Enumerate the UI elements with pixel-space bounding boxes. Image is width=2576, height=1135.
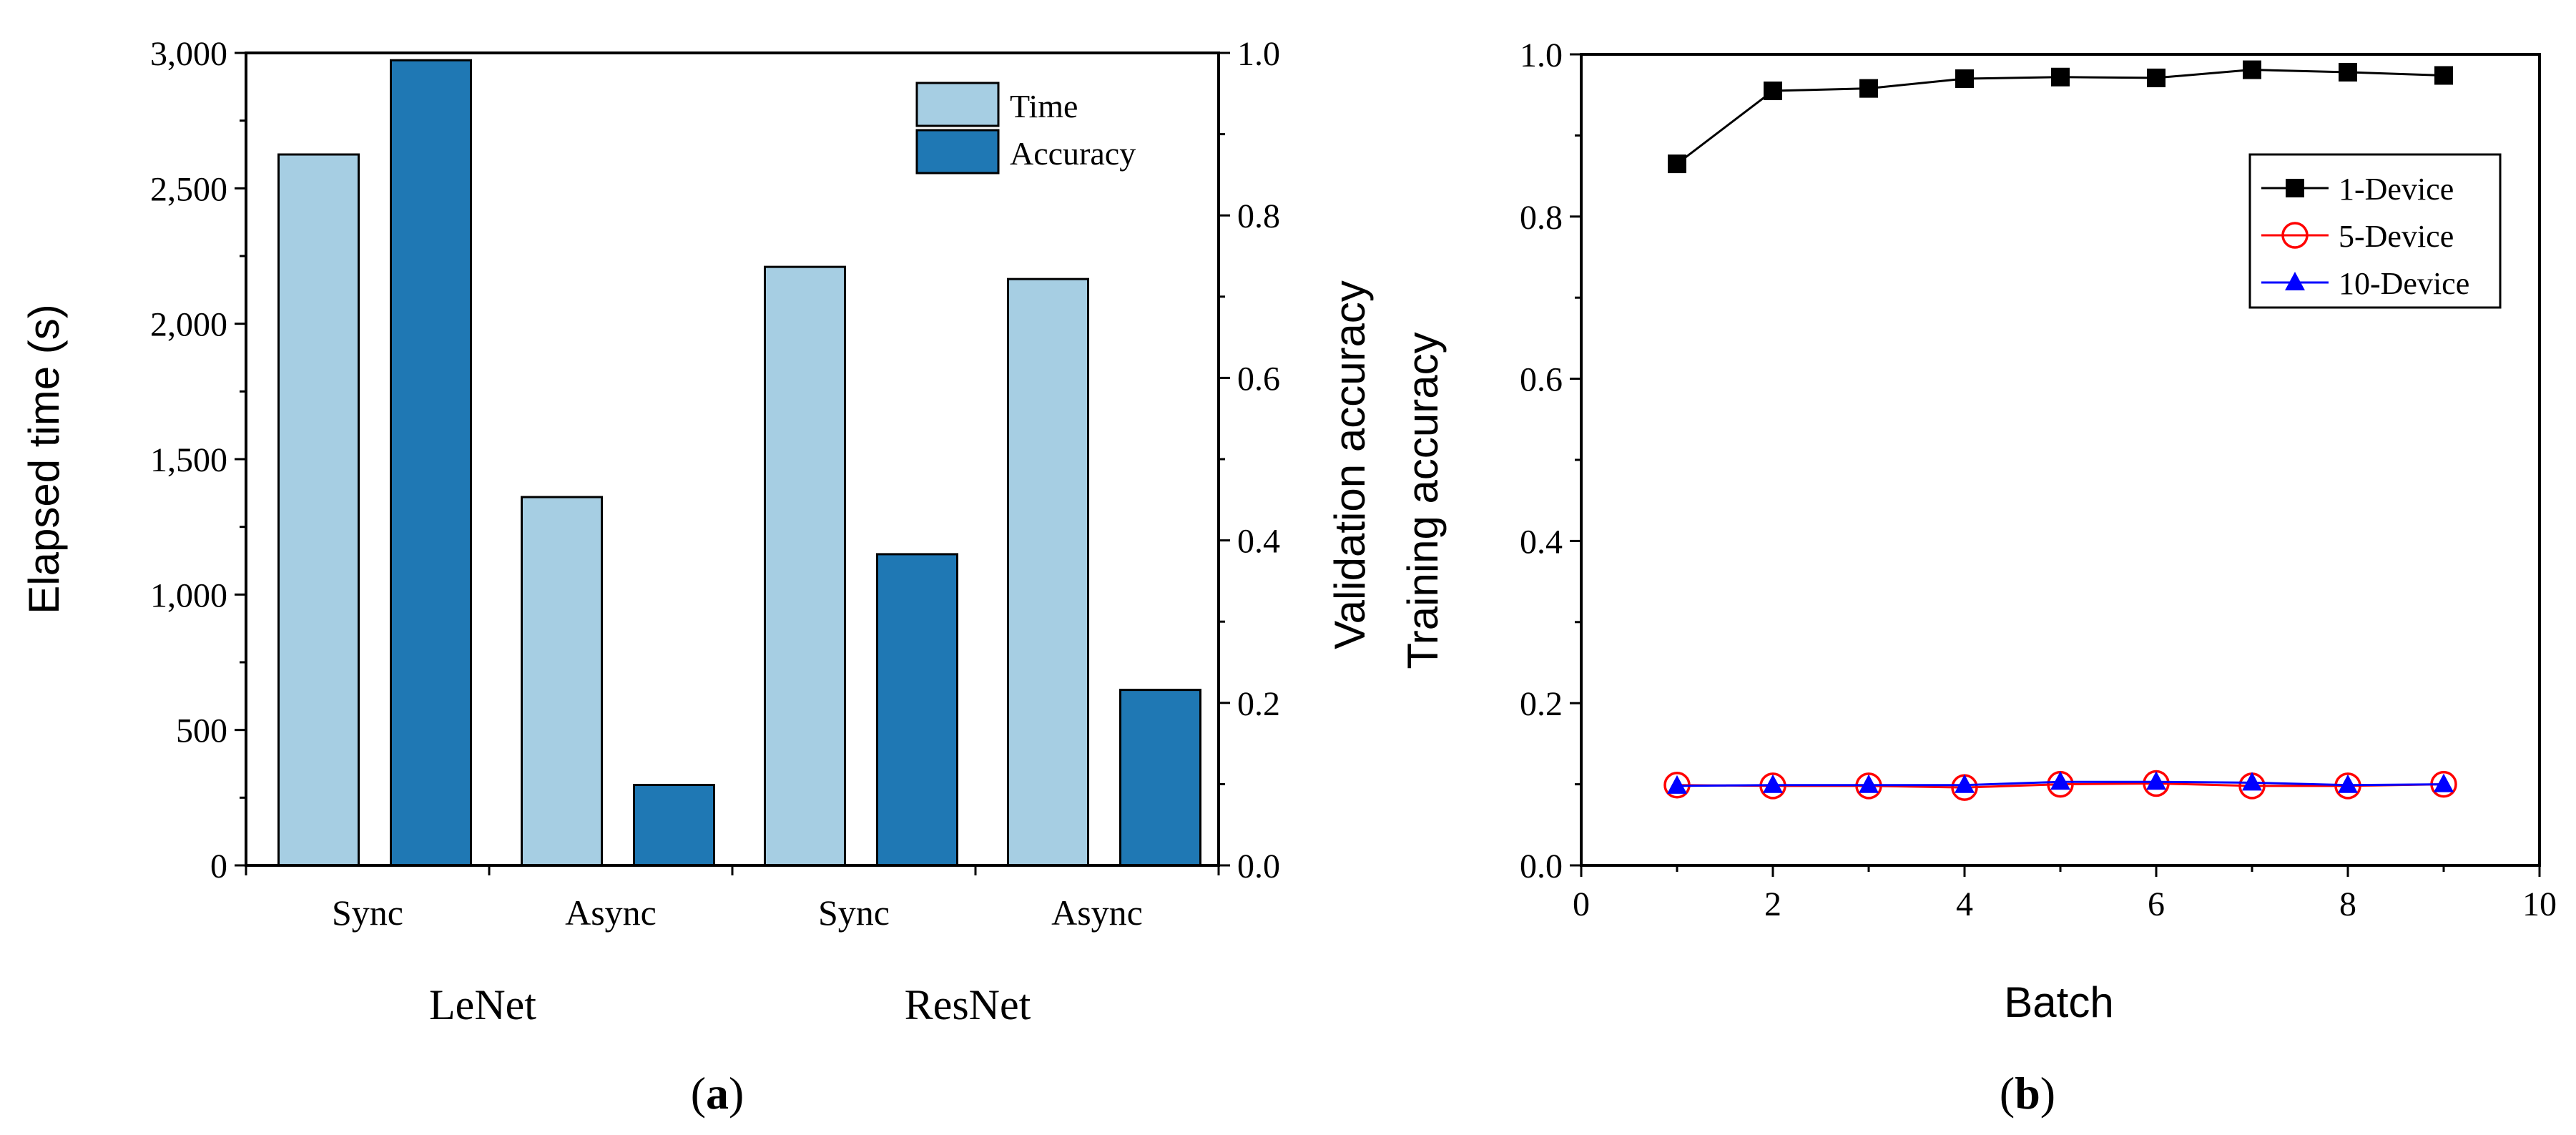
panel-a-y2-axis-label: Validation accuracy (1326, 280, 1374, 649)
b-y-tick-label-1: 0.2 (1520, 685, 1563, 723)
left-tick-label-0: 0 (210, 847, 227, 885)
legend-swatch-accuracy (915, 129, 1000, 175)
panel-b-series (1663, 60, 2457, 801)
point-1-device-8 (2339, 62, 2357, 82)
point-1-device-6 (2147, 68, 2165, 87)
point-10-device-1 (1667, 775, 1687, 794)
series-1-device (1668, 60, 2453, 174)
legend-marker-10-device (2285, 272, 2305, 290)
panel-a-group-label-lenet: LeNet (429, 981, 536, 1028)
right-tick-label-0: 0.0 (1237, 847, 1280, 885)
point-10-device-7 (2242, 772, 2262, 791)
panel-a-right-axis: 0.0 0.2 0.4 0.6 0.8 1.0 (1219, 35, 1280, 885)
point-1-device-4 (1955, 69, 1974, 89)
x-category-label-2: Sync (818, 893, 890, 933)
bar-accuracy-1 (633, 784, 715, 867)
bar-time-0 (277, 153, 360, 867)
x-category-label-1: Async (565, 893, 657, 933)
bar-time-1 (521, 496, 603, 867)
point-10-device-3 (1859, 774, 1879, 793)
panel-a-y-axis-label: Elapsed time (s) (20, 304, 68, 614)
point-10-device-4 (1955, 774, 1975, 793)
legend-swatch-time (915, 82, 1000, 127)
bar-accuracy-3 (1119, 689, 1201, 867)
bar-accuracy-2 (876, 553, 958, 867)
point-1-device-9 (2434, 66, 2453, 85)
legend-label-accuracy: Accuracy (1010, 135, 1136, 172)
bar-accuracy-0 (390, 59, 472, 867)
b-x-tick-label-5: 10 (2522, 885, 2557, 923)
bar-time-3 (1007, 277, 1089, 867)
legend-label-10-device: 10-Device (2339, 266, 2469, 301)
point-1-device-1 (1668, 154, 1686, 174)
x-category-label-3: Async (1051, 893, 1143, 933)
right-tick-label-5: 1.0 (1237, 35, 1280, 73)
left-tick-label-1: 500 (176, 712, 227, 750)
left-tick-label-3: 1,500 (150, 441, 227, 479)
left-tick-label-2: 1,000 (150, 576, 227, 614)
panel-b-legend: 1-Device 5-Device 10-Device (2248, 153, 2502, 309)
point-10-device-2 (1763, 774, 1783, 793)
point-10-device-5 (2050, 771, 2070, 790)
b-x-tick-label-3: 6 (2148, 885, 2165, 923)
legend-label-time: Time (1010, 88, 1078, 124)
point-1-device-2 (1764, 82, 1782, 101)
b-y-tick-label-0: 0.0 (1520, 847, 1563, 885)
point-1-device-5 (2051, 67, 2070, 87)
left-tick-label-5: 2,500 (150, 170, 227, 208)
b-y-tick-label-3: 0.6 (1520, 361, 1563, 399)
panel-a-group-label-resnet: ResNet (905, 981, 1031, 1028)
bar-time-2 (764, 265, 846, 867)
x-category-label-0: Sync (332, 893, 403, 933)
right-tick-label-1: 0.2 (1237, 685, 1280, 723)
b-x-tick-label-1: 2 (1764, 885, 1781, 923)
point-10-device-8 (2338, 774, 2358, 793)
panel-b-y-axis: 0.0 0.2 0.4 0.6 0.8 1.0 (1520, 36, 1581, 885)
b-y-tick-label-2: 0.4 (1520, 523, 1563, 561)
series-10-device (1667, 771, 2454, 794)
b-x-tick-label-0: 0 (1573, 885, 1590, 923)
left-tick-label-6: 3,000 (150, 35, 227, 73)
panel-a-x-axis: Sync Async Sync Async (245, 865, 1220, 933)
b-y-tick-label-4: 0.8 (1520, 199, 1563, 237)
left-tick-label-4: 2,000 (150, 306, 227, 344)
legend-label-1-device: 1-Device (2339, 172, 2454, 207)
b-x-tick-label-2: 4 (1956, 885, 1973, 923)
point-1-device-3 (1859, 79, 1878, 98)
legend-label-5-device: 5-Device (2339, 219, 2454, 254)
legend-marker-1-device (2286, 179, 2304, 197)
panel-b-x-axis-label: Batch (2004, 978, 2113, 1026)
point-10-device-6 (2146, 771, 2166, 790)
panel-b-line-chart: 0.0 0.2 0.4 0.6 0.8 1.0 0 2 4 6 8 10 Training accu… (1399, 36, 2557, 1119)
panel-b-legend-keys (2261, 179, 2329, 290)
panel-a-label: (a) (691, 1068, 744, 1119)
point-10-device-9 (2434, 773, 2454, 792)
right-tick-label-2: 0.4 (1237, 523, 1280, 561)
right-tick-label-4: 0.8 (1237, 197, 1280, 235)
b-y-tick-label-5: 1.0 (1520, 36, 1563, 74)
panel-a-bars (277, 59, 1201, 867)
legend-marker-5-device (2281, 222, 2309, 249)
right-tick-label-3: 0.6 (1237, 360, 1280, 398)
panel-b-y-axis-label: Training accuracy (1399, 332, 1447, 669)
panel-b-label: (b) (2000, 1068, 2055, 1119)
panel-b-x-axis: 0 2 4 6 8 10 (1573, 865, 2557, 923)
b-x-tick-label-4: 8 (2339, 885, 2356, 923)
panel-a-legend: Time Accuracy (915, 82, 1136, 175)
point-1-device-7 (2243, 60, 2261, 79)
panel-a-left-axis: 0 500 1,000 1,500 2,000 2,500 3,000 (150, 35, 246, 885)
